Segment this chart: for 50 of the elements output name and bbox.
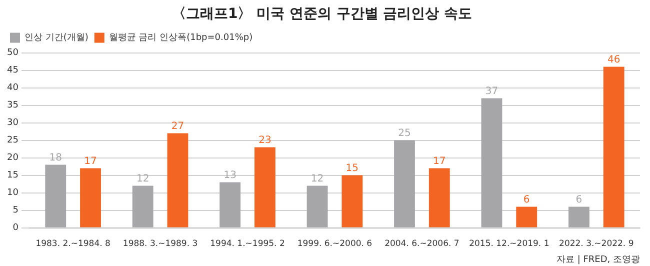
y-tick-label: 0 bbox=[12, 223, 19, 234]
bar bbox=[603, 66, 624, 228]
data-label: 12 bbox=[310, 173, 324, 184]
data-label: 18 bbox=[49, 152, 62, 164]
data-label: 46 bbox=[607, 54, 620, 66]
data-label: 17 bbox=[84, 156, 97, 167]
data-label: 15 bbox=[346, 162, 359, 174]
data-label: 37 bbox=[485, 86, 498, 97]
y-tick-label: 30 bbox=[7, 118, 19, 128]
bar bbox=[220, 182, 241, 228]
data-label: 27 bbox=[171, 120, 184, 132]
data-label: 12 bbox=[136, 173, 150, 184]
bar bbox=[428, 168, 450, 228]
x-tick-label: 2004. 6.~2006. 7 bbox=[384, 239, 460, 250]
x-tick-label: 1988. 3.~1989. 3 bbox=[122, 239, 198, 250]
text: 자료 | FRED, 조영광 bbox=[556, 254, 640, 265]
y-tick-label: 50 bbox=[7, 48, 19, 58]
bar bbox=[306, 186, 328, 228]
data-label: 6 bbox=[576, 194, 582, 206]
y-tick-label: 25 bbox=[7, 136, 18, 146]
bar bbox=[481, 98, 502, 228]
data-label: 6 bbox=[523, 194, 530, 206]
bar bbox=[342, 175, 363, 228]
bar bbox=[516, 206, 538, 228]
bar bbox=[132, 186, 154, 228]
x-tick-label: 1999. 6.~2000. 6 bbox=[297, 239, 372, 250]
y-tick-label: 10 bbox=[7, 188, 19, 198]
data-label: 13 bbox=[224, 170, 236, 181]
x-tick-label: 1983. 2.~1984. 8 bbox=[36, 239, 110, 250]
data-label: 25 bbox=[398, 128, 411, 139]
data-label: 23 bbox=[258, 134, 272, 146]
bar bbox=[394, 140, 415, 228]
bar bbox=[167, 133, 188, 228]
y-tick-label: 15 bbox=[7, 170, 18, 181]
bar bbox=[80, 168, 101, 228]
x-tick-label: 2022. 3.~2022. 9 bbox=[559, 239, 634, 250]
y-tick-label: 45 bbox=[7, 66, 18, 76]
legend-label: 월평균 금리 인상폭(1bp=0.01%p) bbox=[108, 33, 253, 44]
x-tick-label: 2015. 12.~2019. 1 bbox=[469, 239, 550, 250]
legend-label: 인상 기간(개월) bbox=[24, 33, 88, 44]
y-tick-label: 20 bbox=[7, 153, 19, 164]
data-label: 17 bbox=[433, 156, 446, 167]
chart-title: 〈그래프1〉 미국 연준의 구간별 금리인상 속도 bbox=[172, 6, 472, 22]
y-tick-label: 5 bbox=[12, 206, 18, 216]
bar bbox=[568, 206, 590, 228]
x-tick-label: 1994. 1.~1995. 2 bbox=[210, 239, 285, 250]
bar bbox=[254, 147, 276, 228]
bar bbox=[45, 164, 66, 228]
y-tick-label: 40 bbox=[7, 83, 19, 94]
y-tick-label: 35 bbox=[7, 100, 18, 111]
